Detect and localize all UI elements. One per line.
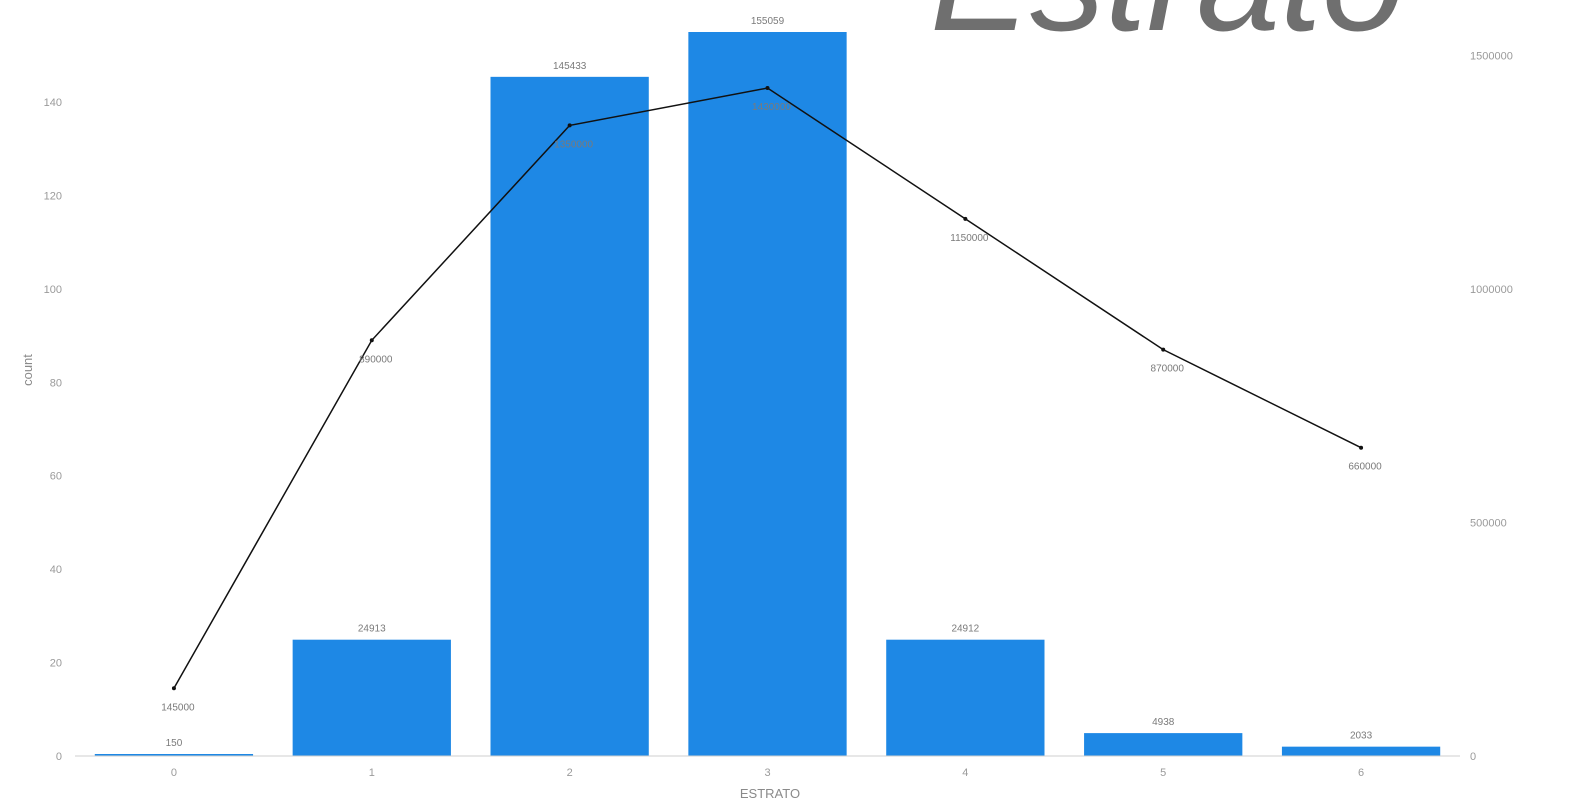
y2-tick-label: 1500000	[1470, 50, 1513, 62]
y2-tick-label: 0	[1470, 751, 1476, 763]
bar-value-label: 2033	[1350, 731, 1373, 742]
bar	[94, 754, 254, 756]
bar	[490, 76, 649, 756]
bar-value-label: 24913	[358, 624, 386, 635]
bar	[886, 639, 1045, 756]
y-tick-label: 80	[50, 377, 62, 389]
line-point	[171, 686, 176, 691]
line-point	[369, 338, 374, 343]
line-point	[765, 86, 770, 91]
bar-value-label: 24912	[951, 624, 979, 635]
x-tick-label: 3	[764, 767, 770, 779]
y-tick-label: 20	[50, 658, 62, 670]
y2-tick-label: 500000	[1470, 517, 1507, 529]
bar	[292, 639, 451, 756]
bar-value-label: 4938	[1152, 717, 1175, 728]
line-value-label: 1150000	[950, 233, 989, 244]
bar-value-label: 150	[166, 738, 183, 749]
bar	[688, 32, 847, 756]
x-tick-label: 4	[962, 767, 968, 779]
line-point	[1359, 445, 1364, 450]
y-tick-label: 120	[44, 190, 62, 202]
line-value-label: 890000	[359, 354, 393, 365]
bar-value-label: 145433	[553, 61, 587, 72]
line-point	[963, 216, 968, 221]
x-tick-label: 1	[369, 767, 375, 779]
line-value-label: 660000	[1348, 462, 1382, 473]
y-tick-label: 100	[44, 284, 62, 296]
y-axis-title: count	[20, 354, 35, 386]
y-tick-label: 0	[56, 751, 62, 763]
plot-area: 0 20 40 60 80 100 120 140 0 500000 1000000 1500000 0…	[44, 16, 1513, 779]
line-point	[567, 123, 572, 128]
bar	[1281, 746, 1441, 756]
line-point	[1161, 347, 1166, 352]
x-tick-label: 0	[171, 767, 177, 779]
bar	[1084, 733, 1243, 756]
x-tick-label: 6	[1358, 767, 1364, 779]
y-tick-label: 40	[50, 564, 62, 576]
line-value-label: 870000	[1151, 364, 1185, 375]
x-tick-label: 2	[567, 767, 573, 779]
bar-value-label: 155059	[751, 16, 785, 27]
line-value-label: 1350000	[554, 139, 593, 150]
y-tick-label: 60	[50, 471, 62, 483]
line-value-label: 1430000	[752, 102, 791, 113]
chart-title: Estrato	[930, 0, 1405, 62]
x-axis-title: ESTRATO	[740, 786, 800, 801]
line-value-label: 145000	[161, 702, 195, 713]
y-tick-label: 140	[44, 97, 62, 109]
x-tick-label: 5	[1160, 767, 1166, 779]
y2-tick-label: 1000000	[1470, 284, 1513, 296]
